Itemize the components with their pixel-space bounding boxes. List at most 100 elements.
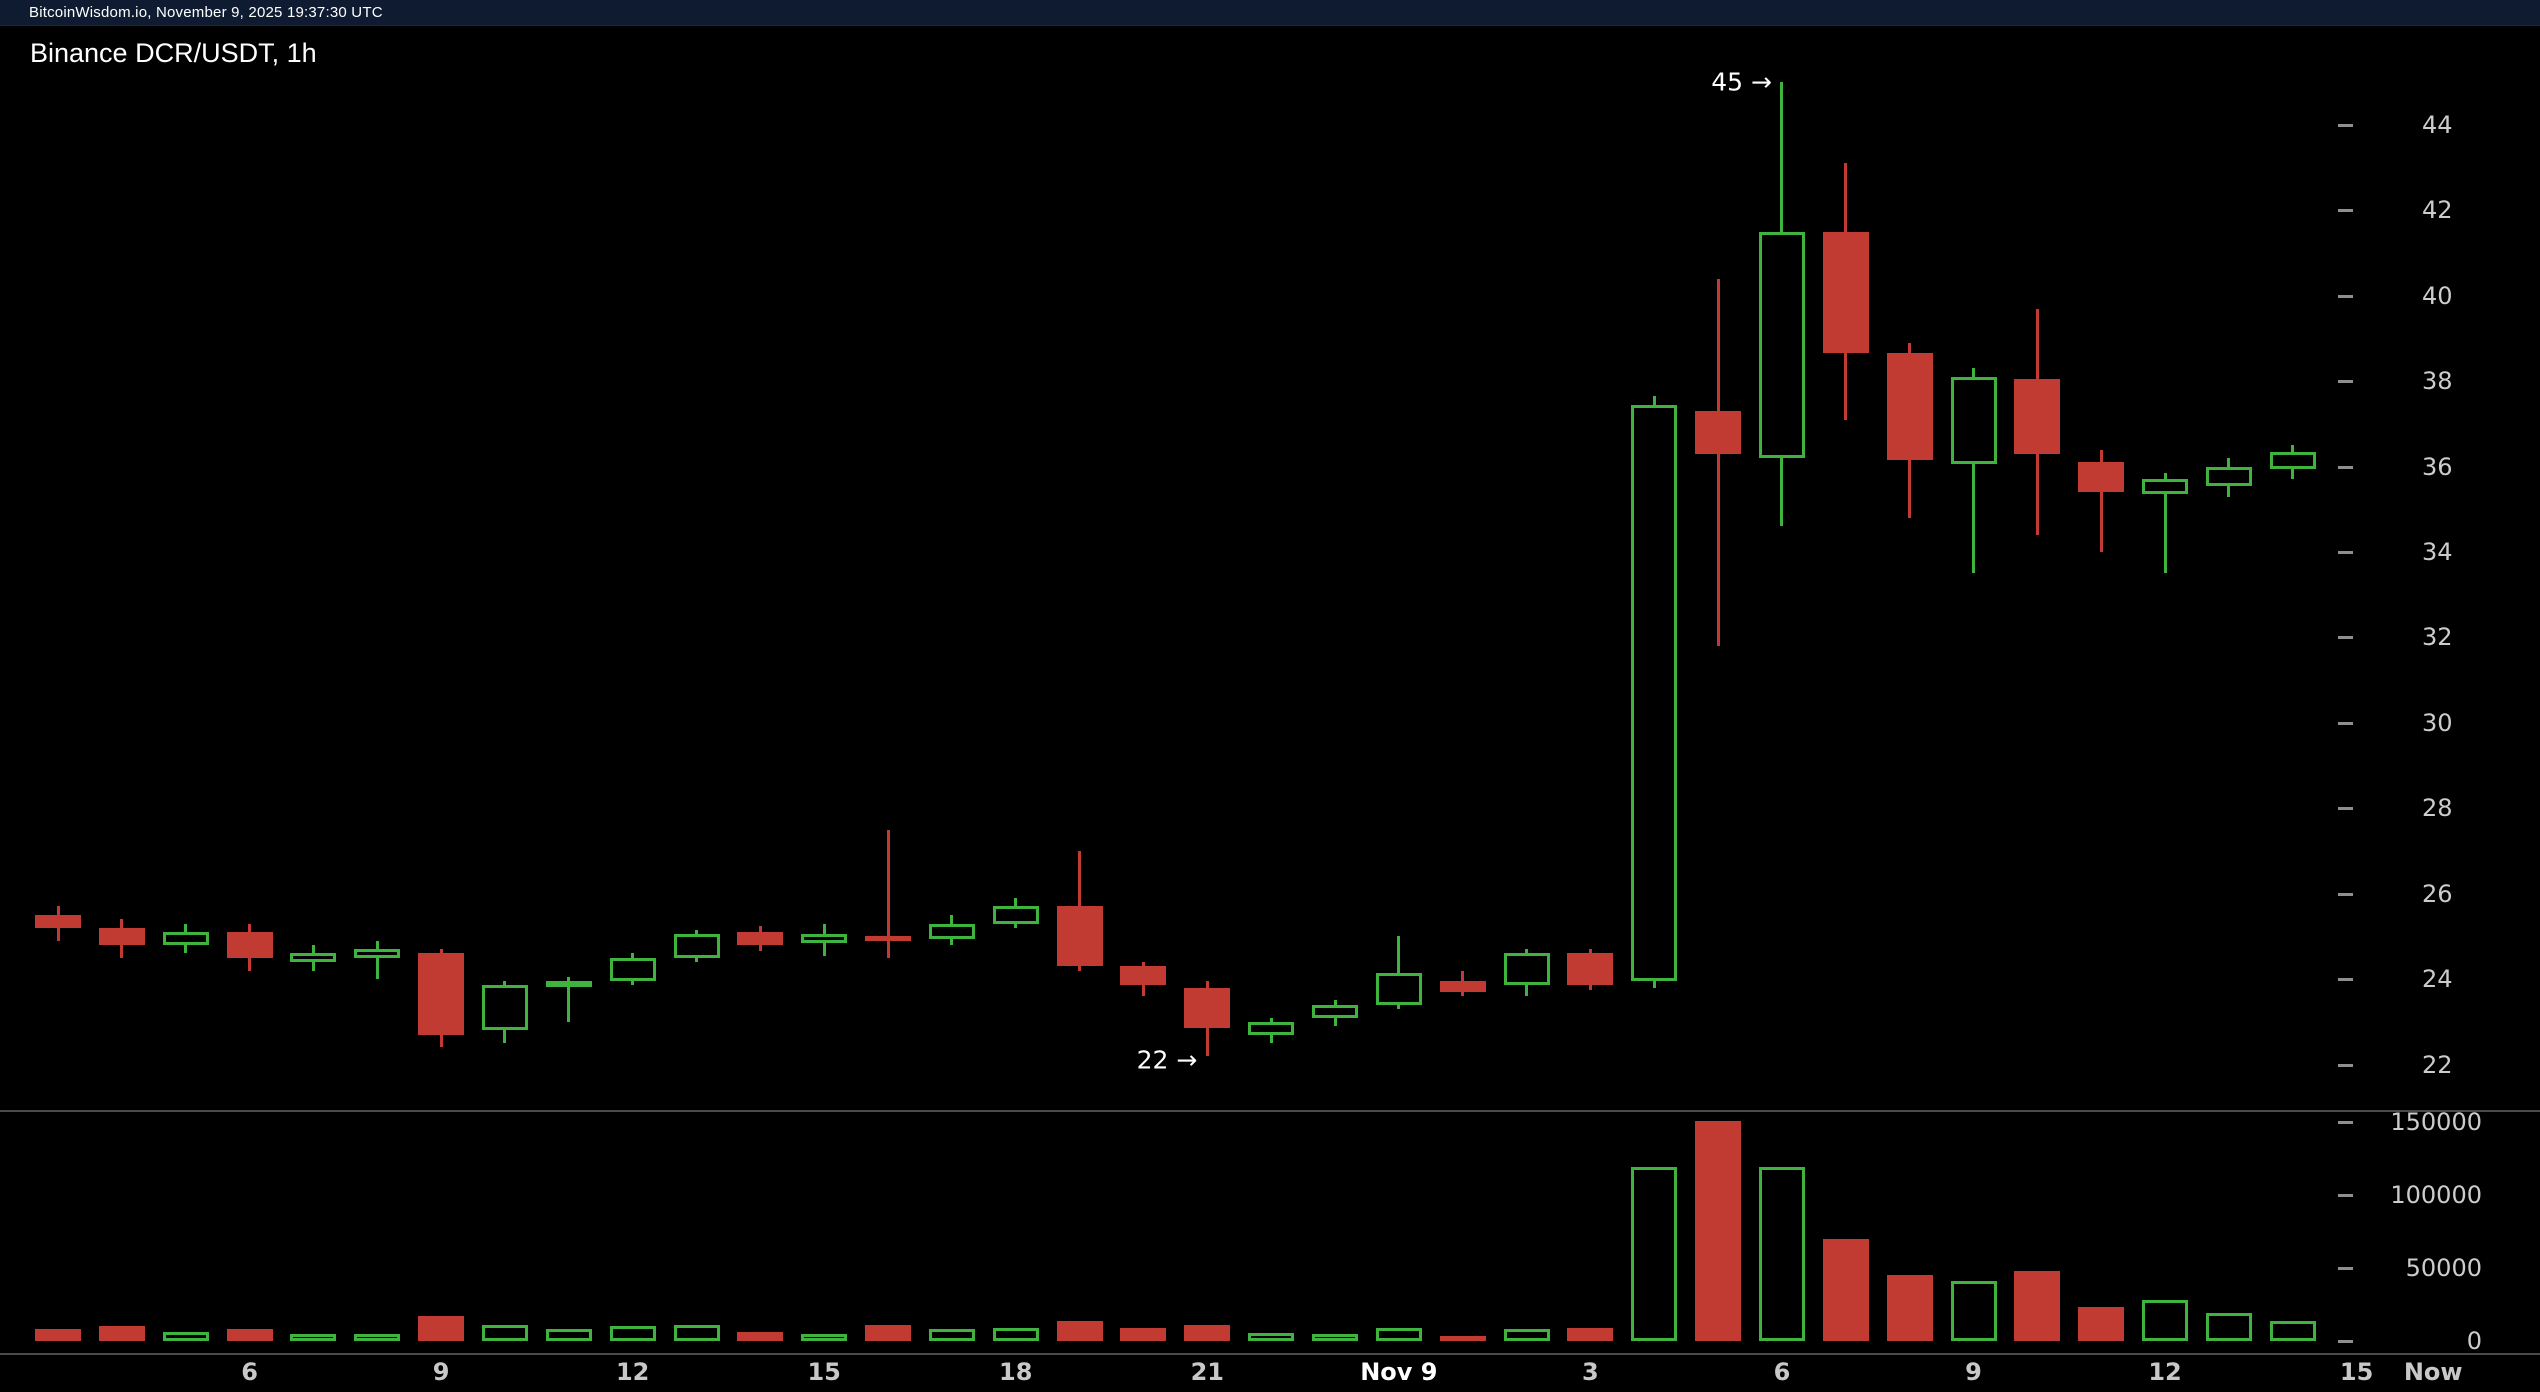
volume-bar (2142, 1300, 2189, 1341)
time-axis-label: 15 (807, 1358, 841, 1386)
volume-bar (162, 1332, 209, 1341)
price-axis-label: 24 (2422, 965, 2453, 994)
volume-bar (1439, 1335, 1486, 1341)
candle-wick (1972, 368, 1975, 574)
candle-body (418, 953, 465, 1035)
time-axis-label: 12 (615, 1358, 650, 1386)
price-tick-dash (2338, 721, 2353, 725)
price-axis-label: 34 (2422, 538, 2453, 567)
volume-bar (1312, 1334, 1358, 1341)
candle-body (1439, 981, 1486, 992)
candle-body (992, 906, 1039, 924)
volume-bar (226, 1329, 273, 1341)
volume-axis-label: 100000 (2390, 1181, 2482, 1209)
candle-body (226, 932, 273, 958)
candle-body (1184, 987, 1231, 1029)
price-axis-label: 44 (2422, 111, 2453, 139)
candle-wick (375, 940, 379, 980)
candle-body (801, 934, 848, 943)
volume-bar (801, 1334, 848, 1341)
time-axis-label: 3 (1582, 1358, 1599, 1386)
volume-bar (1503, 1329, 1550, 1341)
time-axis-label: 18 (999, 1358, 1033, 1386)
price-axis-label: 22 (2422, 1050, 2453, 1079)
volume-tick-dash (2338, 1194, 2353, 1197)
candle-body (2142, 479, 2189, 495)
time-axis-label: 21 (1190, 1358, 1224, 1386)
volume-bar (1822, 1238, 1869, 1341)
time-axis-label: 9 (1965, 1358, 1982, 1386)
time-axis-label: Nov 9 (1360, 1358, 1438, 1386)
volume-bar (1248, 1332, 1295, 1341)
time-axis-label: 9 (432, 1358, 450, 1386)
volume-bar (1375, 1327, 1422, 1341)
candle-wick (1716, 278, 1720, 646)
candle-body (928, 923, 975, 939)
price-axis-label: 32 (2422, 623, 2453, 652)
candle-body (354, 949, 401, 958)
candle-body (290, 953, 337, 962)
price-tick-dash (2338, 892, 2353, 896)
candle-body (1375, 972, 1422, 1005)
candle-wick (567, 976, 571, 1022)
volume-axis-label: 0 (2466, 1327, 2482, 1355)
volume-bar (545, 1329, 592, 1341)
price-volume-separator (0, 1110, 2540, 1112)
price-tick-dash (2338, 978, 2353, 982)
volume-bar (481, 1324, 528, 1341)
price-tick-dash (2338, 1063, 2353, 1067)
candle-body (1886, 353, 1933, 461)
candle-wick (2099, 449, 2103, 553)
candle-body (1567, 953, 1614, 986)
volume-bar (1631, 1167, 1678, 1341)
candle-body (1312, 1004, 1358, 1018)
price-annotation: 22 → (1136, 1045, 1198, 1075)
volume-bar (1886, 1275, 1933, 1341)
volume-bar (609, 1326, 656, 1341)
volume-bar (1567, 1327, 1614, 1341)
volume-bar (2014, 1270, 2061, 1341)
price-tick-dash (2338, 465, 2353, 469)
candle-body (162, 932, 209, 945)
price-axis-label: 42 (2422, 196, 2453, 225)
volume-bar (354, 1334, 401, 1341)
topbar: BitcoinWisdom.io, November 9, 2025 19:37… (0, 0, 2540, 26)
candle-body (2269, 451, 2316, 469)
volume-bar (2205, 1313, 2252, 1341)
price-tick-dash (2338, 294, 2353, 298)
volume-bar (2269, 1321, 2316, 1341)
candle-body (673, 934, 720, 958)
volume-bar (1758, 1167, 1805, 1341)
candle-body (1631, 404, 1678, 982)
volume-bar (290, 1334, 337, 1341)
volume-bar (1695, 1120, 1742, 1341)
candle-body (481, 985, 528, 1031)
candle-body (1503, 953, 1550, 986)
candle-body (2078, 462, 2125, 493)
candle-body (2205, 466, 2252, 486)
volume-bar (98, 1326, 145, 1341)
volume-axis-label: 50000 (2405, 1254, 2482, 1282)
volume-axis-label: 150000 (2390, 1108, 2482, 1136)
price-axis-label: 36 (2422, 452, 2453, 481)
price-axis-label: 30 (2422, 708, 2453, 737)
price-tick-dash (2338, 636, 2353, 640)
time-axis-label: Now (2403, 1358, 2463, 1386)
candle-wick (2163, 473, 2167, 574)
candle-body (545, 981, 592, 988)
volume-bar (992, 1327, 1039, 1341)
volume-bar (737, 1332, 784, 1341)
volume-tick-dash (2338, 1340, 2353, 1343)
time-axis-label: 6 (1773, 1358, 1791, 1386)
time-axis-label: 12 (2148, 1358, 2182, 1386)
candle-body (1248, 1021, 1295, 1035)
candle-body (35, 915, 81, 928)
volume-tick-dash (2338, 1267, 2353, 1270)
candle-body (1950, 376, 1997, 465)
time-axis-label: 6 (241, 1358, 258, 1386)
candle-body (609, 957, 656, 982)
time-axis-label: 15 (2339, 1358, 2374, 1386)
price-axis-label: 40 (2422, 281, 2453, 310)
